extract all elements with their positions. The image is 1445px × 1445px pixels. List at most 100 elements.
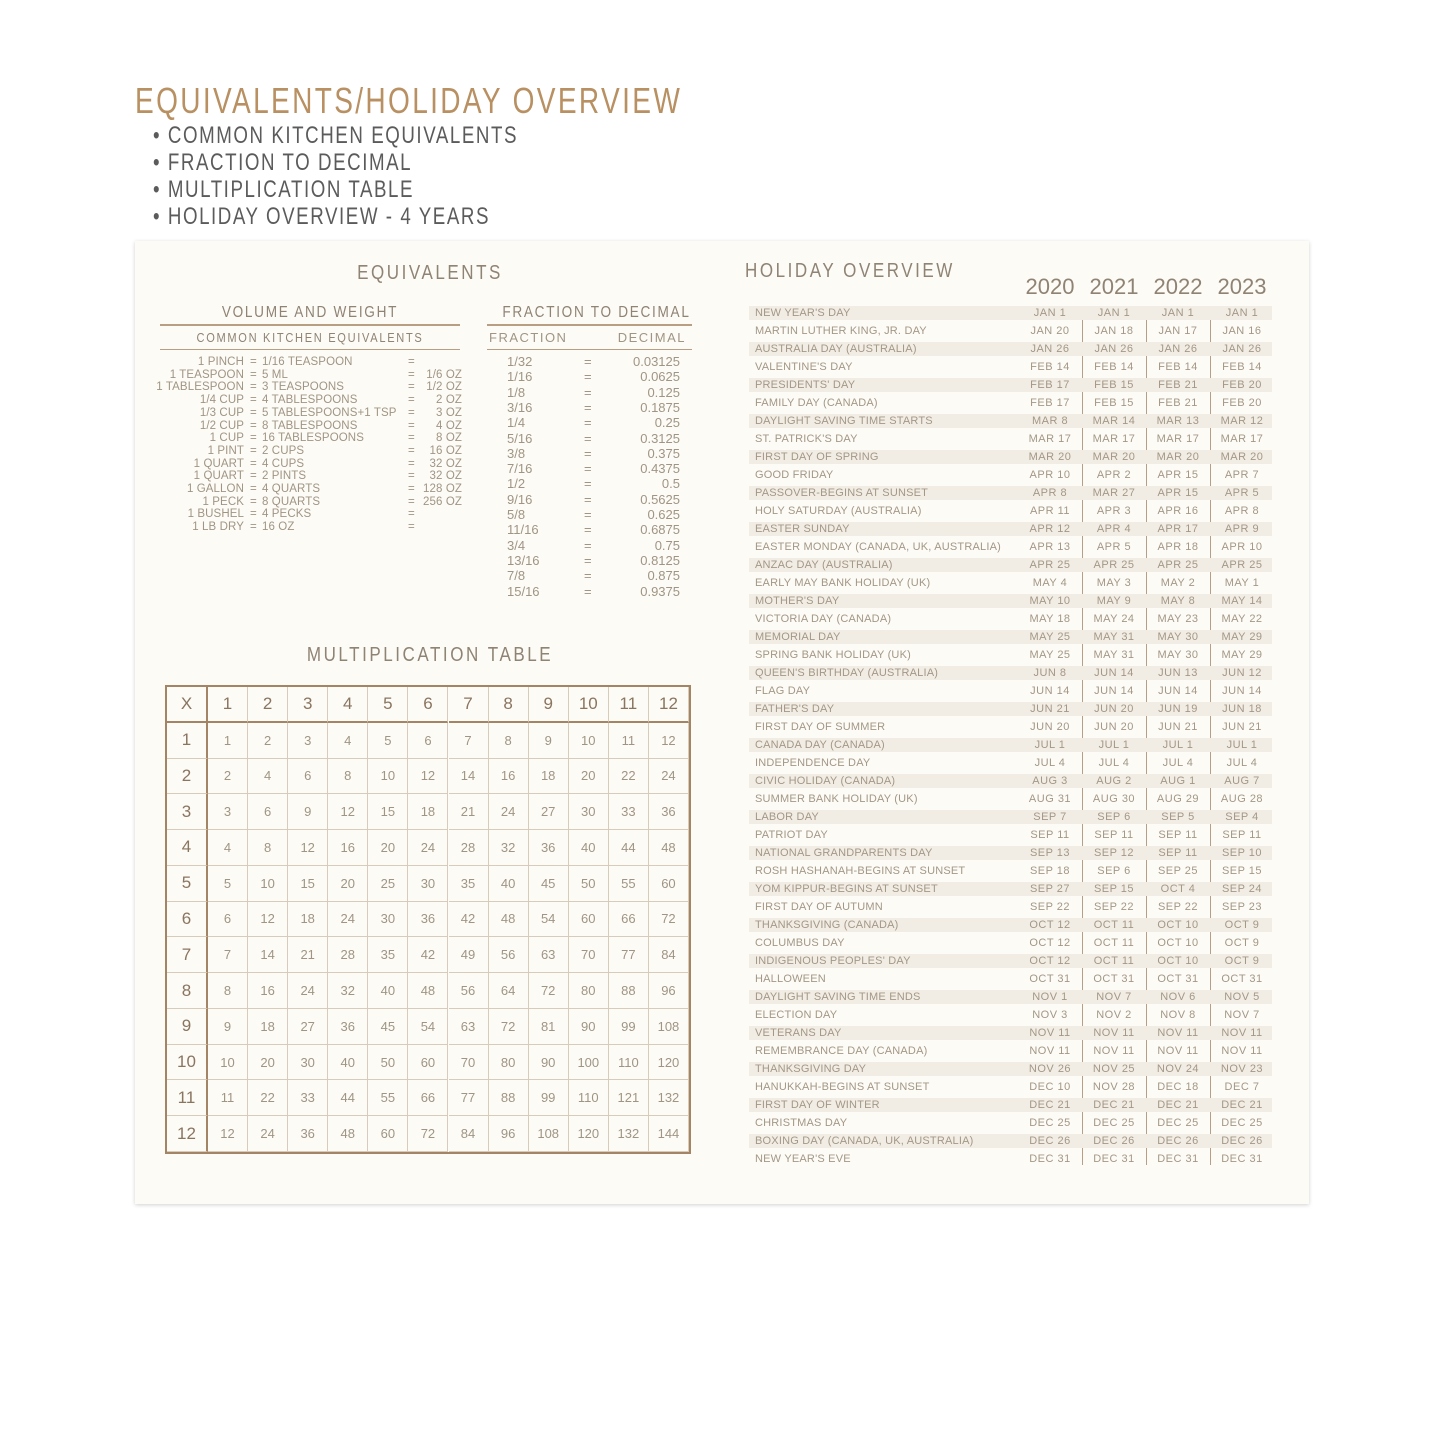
multiplication-cell: 99 <box>608 1008 649 1045</box>
holiday-date: MAR 17 <box>1220 433 1264 445</box>
holiday-date: MAY 24 <box>1093 613 1135 625</box>
equals-sign: = <box>250 495 257 508</box>
holiday-date: FEB 17 <box>1030 379 1070 391</box>
equivalent-ounces: 16 OZ <box>429 444 462 457</box>
holiday-date: SEP 22 <box>1157 901 1199 913</box>
holiday-name: AUSTRALIA DAY (AUSTRALIA) <box>755 343 917 355</box>
decimal-value: 0.375 <box>647 445 680 461</box>
multiplication-cell: 6 <box>288 758 329 795</box>
holiday-date: FEB 17 <box>1030 397 1070 409</box>
fraction-value: 3/4 <box>507 537 526 553</box>
holiday-date: MAR 17 <box>1028 433 1072 445</box>
holiday-date: FEB 20 <box>1222 379 1262 391</box>
holiday-date: MAY 4 <box>1032 577 1068 589</box>
multiplication-cell: 8 <box>328 758 369 795</box>
holiday-date: OCT 31 <box>1221 973 1263 985</box>
holiday-date: NOV 26 <box>1028 1063 1072 1075</box>
holiday-date: APR 5 <box>1096 541 1132 553</box>
holiday-date: JUL 1 <box>1226 739 1258 751</box>
equals-sign: = <box>584 583 592 599</box>
holiday-date: MAY 29 <box>1221 649 1263 661</box>
holiday-date: JUN 14 <box>1094 685 1134 697</box>
multiplication-header-cell: 3 <box>288 687 329 723</box>
divider <box>487 324 692 326</box>
holiday-date: NOV 11 <box>1029 1027 1071 1039</box>
multiplication-cell: 144 <box>648 1116 689 1152</box>
holiday-date: MAR 8 <box>1031 415 1069 427</box>
multiplication-cell: 21 <box>448 794 489 831</box>
multiplication-cell: 28 <box>328 937 369 974</box>
holiday-date: SEP 25 <box>1157 865 1199 877</box>
holiday-date: APR 8 <box>1224 505 1260 517</box>
holiday-date: JUN 21 <box>1158 721 1198 733</box>
holiday-date: APR 25 <box>1093 559 1135 571</box>
holiday-date: APR 5 <box>1224 487 1260 499</box>
fraction-value: 3/8 <box>507 445 526 461</box>
multiplication-cell: 25 <box>368 865 409 902</box>
holiday-date: OCT 31 <box>1157 973 1199 985</box>
multiplication-cell: 32 <box>328 973 369 1009</box>
multiplication-cell: 20 <box>568 758 609 795</box>
multiplication-cell: 9 <box>208 1008 249 1045</box>
multiplication-cell: 27 <box>288 1008 329 1045</box>
holiday-date: JAN 26 <box>1158 343 1198 355</box>
multiplication-header-cell: 11 <box>167 1080 208 1117</box>
holiday-date: JUL 4 <box>1098 757 1130 769</box>
multiplication-cell: 14 <box>248 937 289 974</box>
multiplication-header-cell: 10 <box>167 1044 208 1081</box>
decimal-value: 0.625 <box>647 507 680 522</box>
equals-sign: = <box>408 508 415 521</box>
multiplication-cell: 49 <box>448 937 489 974</box>
holiday-name: YOM KIPPUR-BEGINS AT SUNSET <box>755 883 938 895</box>
holiday-date: JUN 13 <box>1158 667 1198 679</box>
holiday-date: OCT 12 <box>1029 919 1071 931</box>
holiday-date: JUL 1 <box>1098 739 1130 751</box>
row-stripe <box>749 1134 1272 1148</box>
holiday-name: HALLOWEEN <box>755 973 826 985</box>
holiday-date: DEC 31 <box>1029 1153 1071 1165</box>
equivalent-unit: 1/2 CUP <box>199 419 244 432</box>
holiday-date: OCT 4 <box>1160 883 1196 895</box>
holiday-date: MAR 20 <box>1156 451 1200 463</box>
holiday-date: SEP 11 <box>1158 829 1198 841</box>
holiday-name: MARTIN LUTHER KING, JR. DAY <box>755 325 927 337</box>
holiday-date: AUG 3 <box>1032 775 1068 787</box>
fraction-value: 13/16 <box>507 552 540 568</box>
equals-sign: = <box>250 406 257 419</box>
holiday-date: NOV 1 <box>1032 991 1068 1003</box>
holiday-date: DEC 31 <box>1157 1153 1199 1165</box>
fraction-value: 1/4 <box>507 415 526 431</box>
holiday-date: MAR 17 <box>1156 433 1200 445</box>
equals-sign: = <box>250 381 257 394</box>
year-header: 2023 <box>1217 274 1267 299</box>
multiplication-cell: 56 <box>488 937 529 974</box>
holiday-date: MAR 27 <box>1092 487 1136 499</box>
holiday-date: SEP 11 <box>1158 847 1198 859</box>
equals-sign: = <box>408 444 415 457</box>
multiplication-cell: 36 <box>328 1008 369 1045</box>
holiday-name: VETERANS DAY <box>755 1027 842 1039</box>
multiplication-cell: 48 <box>488 901 529 938</box>
fraction-value: 5/8 <box>507 507 526 522</box>
holiday-date: JAN 26 <box>1030 343 1070 355</box>
holiday-date: NOV 23 <box>1220 1063 1264 1075</box>
holiday-date: MAY 10 <box>1029 595 1071 607</box>
row-stripe <box>749 846 1272 860</box>
multiplication-cell: 42 <box>448 901 489 938</box>
equivalent-ounces: 128 OZ <box>423 483 462 495</box>
holiday-name: MOTHER'S DAY <box>755 595 840 607</box>
holiday-date: SEP 5 <box>1161 811 1195 823</box>
equals-sign: = <box>408 419 415 432</box>
multiplication-cell: 60 <box>568 901 609 938</box>
equivalent-ounces: 3 OZ <box>436 406 462 419</box>
decimal-value: 0.4375 <box>640 461 680 477</box>
holiday-date: DEC 7 <box>1224 1081 1260 1093</box>
multiplication-cell: 24 <box>408 830 449 866</box>
equals-sign: = <box>250 368 257 381</box>
equals-sign: = <box>250 419 257 432</box>
multiplication-cell: 36 <box>648 794 689 831</box>
multiplication-header-cell: 9 <box>167 1008 208 1045</box>
multiplication-header-cell: 7 <box>448 687 489 723</box>
multiplication-cell: 6 <box>248 794 289 831</box>
holiday-name: REMEMBRANCE DAY (CANADA) <box>755 1045 928 1057</box>
